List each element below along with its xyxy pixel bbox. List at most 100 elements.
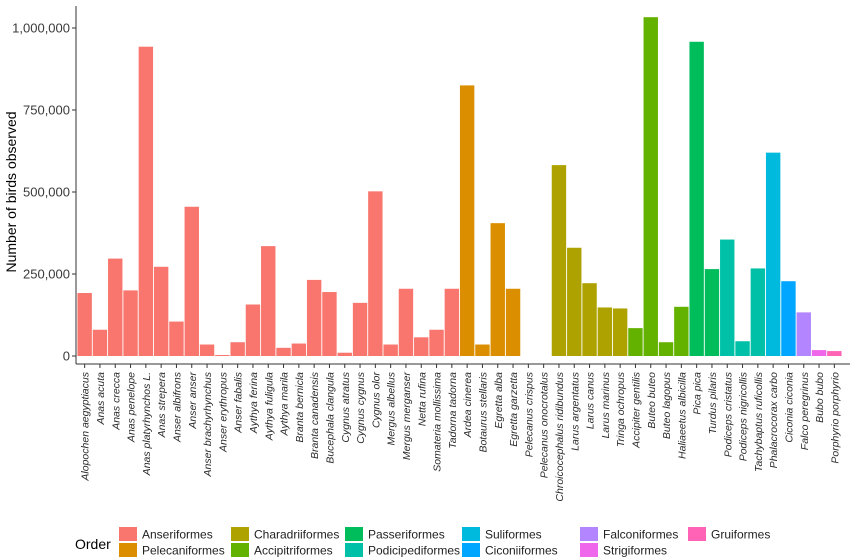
bar xyxy=(153,266,169,356)
x-tick-label: Pelecanus onocrotalus xyxy=(539,371,551,478)
legend-label: Podicipediformes xyxy=(368,544,460,558)
bar xyxy=(306,279,322,356)
bar xyxy=(414,337,429,356)
x-tick-label: Anser erythropus xyxy=(217,371,229,453)
x-tick-label: Branta bernicla xyxy=(294,372,306,443)
bar xyxy=(276,347,291,356)
legend-label: Accipitriformes xyxy=(254,544,333,558)
bar xyxy=(215,355,230,356)
x-tick-label: Cygnus atratus xyxy=(340,371,352,442)
legend-label: Gruiformes xyxy=(711,528,770,542)
y-axis: 0 250,000 500,000 750,000 1,000,000 xyxy=(12,6,77,364)
y-tick-label: 750,000 xyxy=(23,103,70,118)
x-tick-label: Ardea cinerea xyxy=(462,372,474,439)
y-tick-label: 1,000,000 xyxy=(12,21,70,36)
bar xyxy=(551,165,567,356)
x-tick-label: Alopochen aegyptiacus xyxy=(80,371,92,481)
bar xyxy=(781,281,796,356)
legend-swatch xyxy=(580,527,598,541)
bars xyxy=(77,17,842,357)
x-tick-label: Mergus merganser xyxy=(401,372,413,461)
x-tick-label: Anas acuta xyxy=(95,372,107,426)
bar xyxy=(184,206,199,356)
x-tick-label: Anas strepera xyxy=(156,372,168,439)
x-tick-label: Buteo lagopus xyxy=(661,371,673,439)
bar xyxy=(77,293,92,356)
legend-swatch xyxy=(462,543,480,557)
bar xyxy=(199,344,215,356)
legend-label: Passeriformes xyxy=(368,528,445,542)
legend-swatch xyxy=(688,527,706,541)
bar xyxy=(674,306,689,356)
bar xyxy=(704,269,720,356)
x-tick-label: Podiceps cristatus xyxy=(722,371,734,457)
x-tick-label: Larus marinus xyxy=(600,371,612,438)
bar xyxy=(138,46,154,357)
x-tick-label: Cygnus olor xyxy=(370,372,382,429)
y-tick-label: 500,000 xyxy=(23,185,70,200)
bar xyxy=(352,302,368,356)
legend-swatch xyxy=(462,527,480,541)
x-tick-label: Anas penelope xyxy=(126,372,138,443)
x-tick-label: Cygnus cygnus xyxy=(355,371,367,444)
y-tick-label: 250,000 xyxy=(23,267,70,282)
x-tick-label: Anas crecca xyxy=(110,372,122,431)
bar xyxy=(765,152,781,356)
legend-swatch xyxy=(580,543,598,557)
x-tick-label: Aythya ferina xyxy=(248,372,260,434)
bar xyxy=(735,341,750,356)
x-tick-label: Haliaeetus albicilla xyxy=(676,372,688,459)
bar xyxy=(567,247,582,356)
bar xyxy=(658,342,674,356)
bar xyxy=(444,288,460,356)
x-tick-label: Anas platyrhynchos L. xyxy=(141,372,153,476)
legend-swatch xyxy=(119,527,137,541)
bar xyxy=(383,344,398,356)
x-tick-label: Phalacrocorax carbo xyxy=(768,372,780,468)
x-tick-label: Chroicocephalus ridibundus xyxy=(554,371,566,501)
bar xyxy=(169,321,184,356)
x-tick-label: Anser fabalis xyxy=(233,371,245,433)
x-tick-label: Ciconia ciconia xyxy=(783,372,795,443)
bar xyxy=(230,342,245,356)
bar xyxy=(429,329,444,356)
x-tick-label: Turdus pilaris xyxy=(707,371,719,434)
x-tick-label: Aythya marila xyxy=(279,372,291,437)
bar xyxy=(628,328,643,356)
x-tick-label: Pelecanus crispus xyxy=(523,371,535,457)
bar xyxy=(582,283,597,356)
bar xyxy=(597,307,613,356)
x-tick-label: Tringa ochropus xyxy=(615,371,627,447)
bar xyxy=(322,292,337,356)
legend-swatch xyxy=(345,543,363,557)
bar xyxy=(337,352,352,356)
x-tick-label: Egretta alba xyxy=(493,372,505,429)
bar xyxy=(827,351,842,356)
legend-label: Falconiformes xyxy=(603,528,678,542)
x-tick-label: Larus canus xyxy=(585,371,597,429)
x-tick-label: Bubo bubo xyxy=(814,372,826,423)
legend-label: Anseriformes xyxy=(142,528,213,542)
x-tick-label: Tadorna tadorna xyxy=(447,372,459,449)
legend-swatch xyxy=(345,527,363,541)
x-axis: Alopochen aegyptiacus Anas acuta Anas crec… xyxy=(76,363,850,502)
bar xyxy=(612,308,628,356)
bar xyxy=(261,246,276,356)
x-tick-label: Mergus albellus xyxy=(386,371,398,445)
legend-swatch xyxy=(231,543,249,557)
x-tick-label: Podiceps nigricollis xyxy=(738,371,750,461)
x-tick-label: Anser albifrons xyxy=(171,371,183,443)
legend: Order Anseriformes Pelecaniformes Charadri… xyxy=(75,527,770,558)
legend-label: Pelecaniformes xyxy=(142,544,225,558)
x-tick-label: Aythya fuligula xyxy=(263,372,275,441)
bar xyxy=(811,350,827,356)
bar xyxy=(796,312,811,356)
x-tick-label: Netta rufina xyxy=(416,372,428,426)
bar xyxy=(108,258,123,356)
x-tick-label: Anser brachyrhynchus xyxy=(202,371,214,477)
bar xyxy=(398,288,414,356)
legend-swatch xyxy=(231,527,249,541)
x-tick-label: Porphyrio porphyrio xyxy=(829,372,841,464)
bar xyxy=(720,239,735,356)
